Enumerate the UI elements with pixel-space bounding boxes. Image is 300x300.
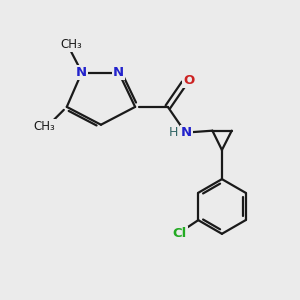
Text: H: H	[169, 126, 178, 139]
Text: CH₃: CH₃	[34, 120, 56, 133]
Text: N: N	[76, 66, 87, 79]
Text: N: N	[113, 66, 124, 79]
Text: N: N	[181, 126, 192, 139]
Text: CH₃: CH₃	[60, 38, 82, 51]
Text: O: O	[183, 74, 194, 87]
Text: Cl: Cl	[172, 227, 187, 240]
